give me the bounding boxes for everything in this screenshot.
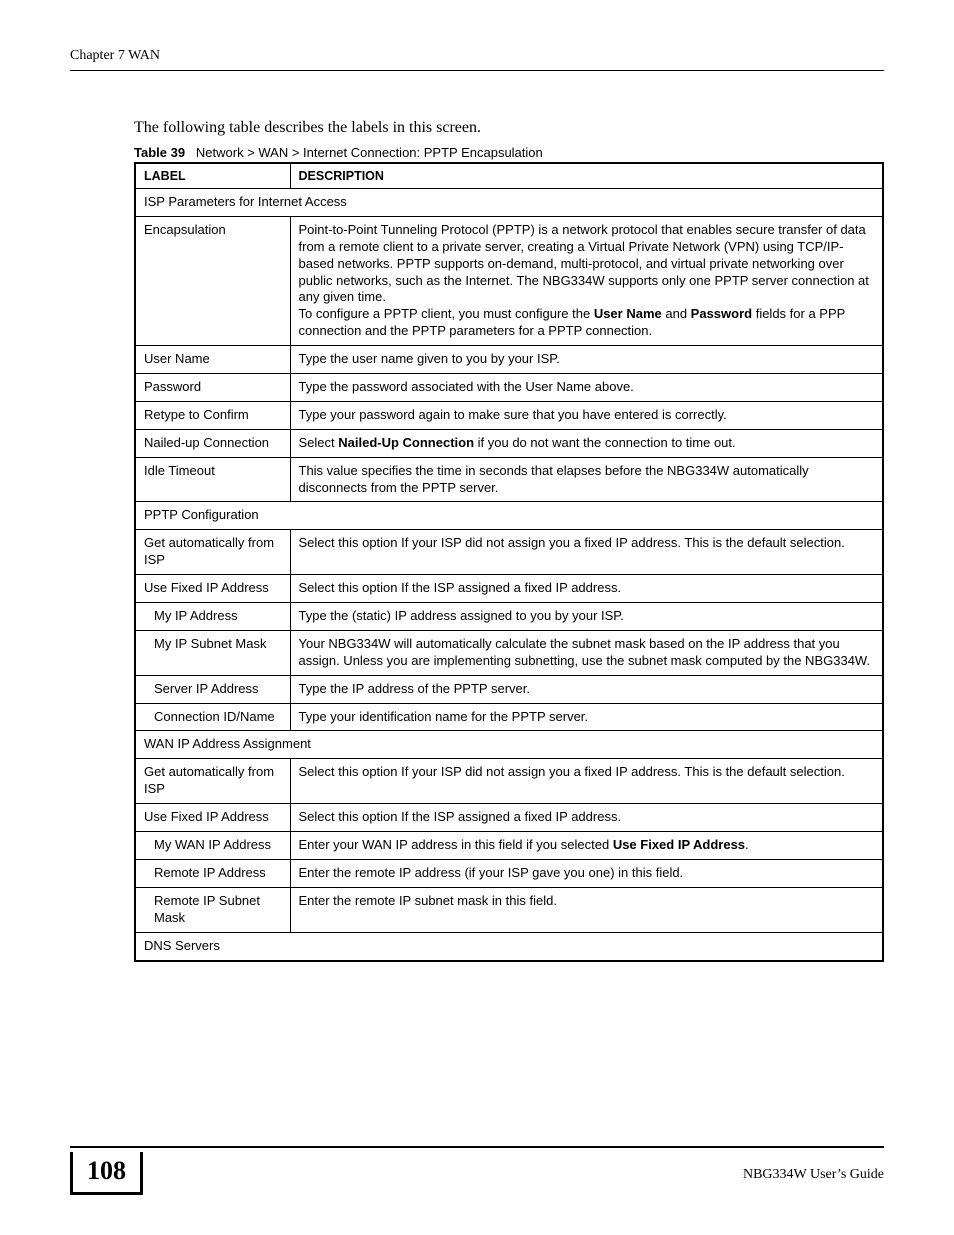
section-label: ISP Parameters for Internet Access — [135, 189, 883, 217]
row-label: Use Fixed IP Address — [135, 804, 290, 832]
table-row: ISP Parameters for Internet Access — [135, 189, 883, 217]
table-title: Network > WAN > Internet Connection: PPT… — [196, 145, 543, 160]
table-header-row: LABEL DESCRIPTION — [135, 163, 883, 189]
table-row: EncapsulationPoint-to-Point Tunneling Pr… — [135, 216, 883, 345]
table-row: Remote IP Subnet MaskEnter the remote IP… — [135, 887, 883, 932]
table-row: Retype to ConfirmType your password agai… — [135, 401, 883, 429]
table-row: Connection ID/NameType your identificati… — [135, 703, 883, 731]
row-description: Your NBG334W will automatically calculat… — [290, 630, 883, 675]
page-header: Chapter 7 WAN — [70, 48, 884, 71]
table-row: Nailed-up ConnectionSelect Nailed-Up Con… — [135, 429, 883, 457]
row-description: Enter the remote IP subnet mask in this … — [290, 887, 883, 932]
row-label: My IP Subnet Mask — [135, 630, 290, 675]
row-description: Type the (static) IP address assigned to… — [290, 603, 883, 631]
table-row: PasswordType the password associated wit… — [135, 374, 883, 402]
row-description: Select this option If your ISP did not a… — [290, 759, 883, 804]
section-label: WAN IP Address Assignment — [135, 731, 883, 759]
table-row: Get automatically from ISPSelect this op… — [135, 759, 883, 804]
row-description: Type your password again to make sure th… — [290, 401, 883, 429]
intro-text: The following table describes the labels… — [134, 119, 884, 137]
row-description: Enter the remote IP address (if your ISP… — [290, 859, 883, 887]
row-description: Type the IP address of the PPTP server. — [290, 675, 883, 703]
row-description: Select this option If your ISP did not a… — [290, 530, 883, 575]
row-label: Retype to Confirm — [135, 401, 290, 429]
row-description: Point-to-Point Tunneling Protocol (PPTP)… — [290, 216, 883, 345]
row-label: Server IP Address — [135, 675, 290, 703]
row-label: My IP Address — [135, 603, 290, 631]
row-label: Remote IP Subnet Mask — [135, 887, 290, 932]
row-label: My WAN IP Address — [135, 832, 290, 860]
row-label: Encapsulation — [135, 216, 290, 345]
table-row: DNS Servers — [135, 932, 883, 960]
table-row: My IP AddressType the (static) IP addres… — [135, 603, 883, 631]
table-row: Use Fixed IP AddressSelect this option I… — [135, 804, 883, 832]
table-row: My IP Subnet MaskYour NBG334W will autom… — [135, 630, 883, 675]
row-description: Select this option If the ISP assigned a… — [290, 804, 883, 832]
table-row: Server IP AddressType the IP address of … — [135, 675, 883, 703]
row-description: Type your identification name for the PP… — [290, 703, 883, 731]
row-description: Type the user name given to you by your … — [290, 346, 883, 374]
page-footer: 108 NBG334W User’s Guide — [70, 1146, 884, 1195]
document-page: Chapter 7 WAN The following table descri… — [0, 0, 954, 1235]
table-row: Use Fixed IP AddressSelect this option I… — [135, 575, 883, 603]
row-label: Use Fixed IP Address — [135, 575, 290, 603]
guide-name: NBG334W User’s Guide — [743, 1167, 884, 1183]
row-label: Nailed-up Connection — [135, 429, 290, 457]
row-label: Remote IP Address — [135, 859, 290, 887]
table-caption: Table 39 Network > WAN > Internet Connec… — [134, 145, 884, 160]
chapter-title: Chapter 7 WAN — [70, 48, 884, 64]
column-header-description: DESCRIPTION — [290, 163, 883, 189]
table-row: Remote IP AddressEnter the remote IP add… — [135, 859, 883, 887]
row-label: Password — [135, 374, 290, 402]
table-row: Get automatically from ISPSelect this op… — [135, 530, 883, 575]
table-row: My WAN IP AddressEnter your WAN IP addre… — [135, 832, 883, 860]
table-row: Idle TimeoutThis value specifies the tim… — [135, 457, 883, 502]
row-description: Type the password associated with the Us… — [290, 374, 883, 402]
table-row: User NameType the user name given to you… — [135, 346, 883, 374]
parameters-table: LABEL DESCRIPTION ISP Parameters for Int… — [134, 162, 884, 962]
row-label: Connection ID/Name — [135, 703, 290, 731]
column-header-label: LABEL — [135, 163, 290, 189]
row-label: Get automatically from ISP — [135, 759, 290, 804]
row-description: Enter your WAN IP address in this field … — [290, 832, 883, 860]
page-number-box: 108 — [70, 1152, 143, 1195]
row-label: Idle Timeout — [135, 457, 290, 502]
row-description: Select this option If the ISP assigned a… — [290, 575, 883, 603]
page-content: The following table describes the labels… — [134, 119, 884, 962]
page-number: 108 — [87, 1156, 126, 1185]
table-row: WAN IP Address Assignment — [135, 731, 883, 759]
table-number: Table 39 — [134, 145, 185, 160]
section-label: PPTP Configuration — [135, 502, 883, 530]
table-row: PPTP Configuration — [135, 502, 883, 530]
row-label: Get automatically from ISP — [135, 530, 290, 575]
section-label: DNS Servers — [135, 932, 883, 960]
row-description: Select Nailed-Up Connection if you do no… — [290, 429, 883, 457]
row-label: User Name — [135, 346, 290, 374]
row-description: This value specifies the time in seconds… — [290, 457, 883, 502]
